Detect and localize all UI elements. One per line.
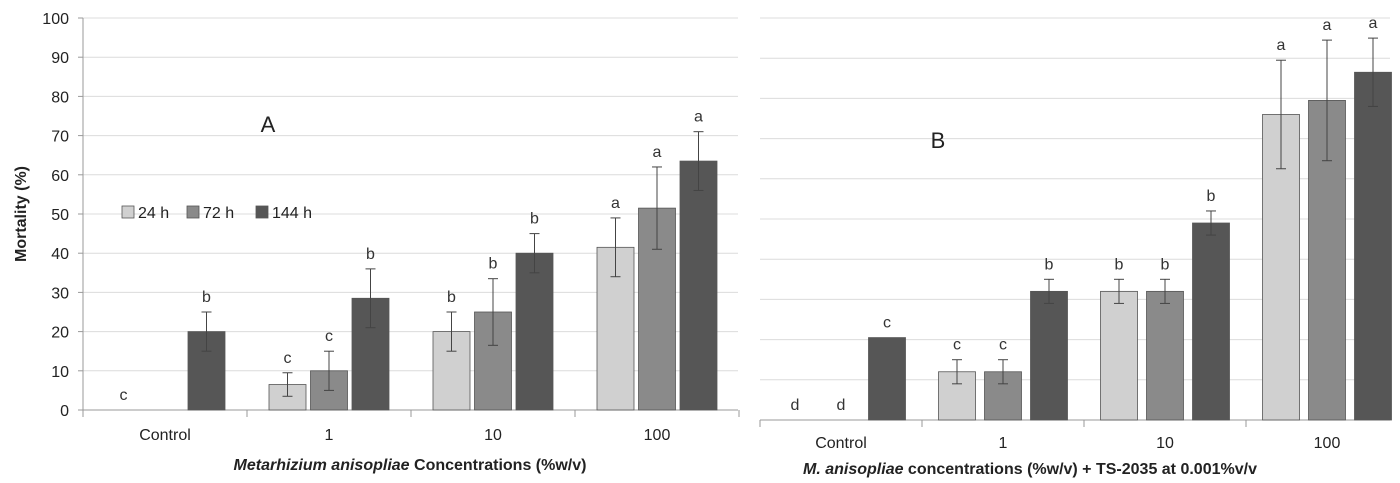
significance-letter: a <box>611 195 620 212</box>
x-tick-label: 100 <box>1314 435 1341 452</box>
panel-letter: B <box>931 128 946 153</box>
significance-letter: a <box>1323 17 1332 34</box>
x-axis-title-italic: Metarhizium anisopliae <box>234 457 410 474</box>
significance-letter: b <box>202 289 211 306</box>
chart-panel-b: d d c Control c c b 1 b b b 10 a a a 100 M. anisopliae c… <box>759 15 1392 478</box>
significance-letter: b <box>489 256 498 273</box>
significance-letter: c <box>999 337 1007 354</box>
legend-label: 144 h <box>272 205 312 222</box>
x-tick-label: 100 <box>644 427 671 444</box>
significance-letter: d <box>837 397 846 414</box>
y-tick-label: 60 <box>51 168 69 185</box>
significance-letter: c <box>953 337 961 354</box>
significance-letter: a <box>1369 15 1378 32</box>
significance-letter: b <box>1045 256 1054 273</box>
significance-letter: c <box>120 387 128 404</box>
bar-144h-100 <box>1354 71 1392 421</box>
significance-letter: d <box>791 397 800 414</box>
legend-swatch <box>255 205 269 219</box>
y-tick-label: 70 <box>51 129 69 146</box>
x-axis-title-rest: Concentrations (%w/v) <box>410 457 587 474</box>
significance-letter: b <box>1207 188 1216 205</box>
bar-144h-10 <box>1192 222 1230 421</box>
bar-24h-10 <box>1100 290 1138 421</box>
significance-letter: c <box>284 350 292 367</box>
significance-letter: b <box>447 289 456 306</box>
chart-panel-a: 0 10 20 30 40 50 60 70 80 90 100 Mortality (%) c b Con… <box>13 11 740 474</box>
y-tick-label: 50 <box>51 207 69 224</box>
y-tick-label: 10 <box>51 364 69 381</box>
significance-letter: b <box>1161 256 1170 273</box>
x-axis-title-rest: concentrations (%w/v) + TS-2035 at 0.001… <box>903 461 1257 478</box>
significance-letter: b <box>366 246 375 263</box>
y-tick-label: 20 <box>51 325 69 342</box>
bar-144h-100 <box>679 160 718 411</box>
y-tick-label: 30 <box>51 285 69 302</box>
x-tick-label: Control <box>815 435 867 452</box>
bar-144h-control <box>868 337 906 421</box>
bar-72h-100 <box>1308 100 1346 421</box>
significance-letter: c <box>325 328 333 345</box>
significance-letter: a <box>653 144 662 161</box>
x-tick-label: 1 <box>999 435 1008 452</box>
bar-72h-10 <box>1146 290 1184 421</box>
x-tick-label: 10 <box>1156 435 1174 452</box>
bar-144h-1 <box>1030 290 1068 421</box>
significance-letter: a <box>1277 37 1286 54</box>
bar-144h-10 <box>515 252 554 411</box>
y-tick-label: 90 <box>51 50 69 67</box>
legend-label: 72 h <box>203 205 234 222</box>
x-axis-title: M. anisopliae concentrations (%w/v) + TS… <box>803 461 1257 478</box>
significance-letter: b <box>530 211 539 228</box>
legend: 24 h 72 h 144 h <box>121 205 312 222</box>
x-tick-label: 1 <box>325 427 334 444</box>
y-tick-label: 80 <box>51 89 69 106</box>
legend-label: 24 h <box>138 205 169 222</box>
legend-swatch <box>186 205 200 219</box>
significance-letter: b <box>1115 256 1124 273</box>
x-axis-title: Metarhizium anisopliae Concentrations (%… <box>234 457 587 474</box>
x-axis-title-italic: M. anisopliae <box>803 461 904 478</box>
legend-swatch <box>121 205 135 219</box>
y-tick-label: 0 <box>60 403 69 420</box>
x-tick-label: Control <box>139 427 191 444</box>
x-tick-label: 10 <box>484 427 502 444</box>
y-axis-title: Mortality (%) <box>13 166 30 262</box>
panel-letter: A <box>261 112 276 137</box>
y-tick-label: 40 <box>51 246 69 263</box>
significance-letter: a <box>694 109 703 126</box>
significance-letter: c <box>883 315 891 332</box>
y-tick-label: 100 <box>42 11 69 28</box>
